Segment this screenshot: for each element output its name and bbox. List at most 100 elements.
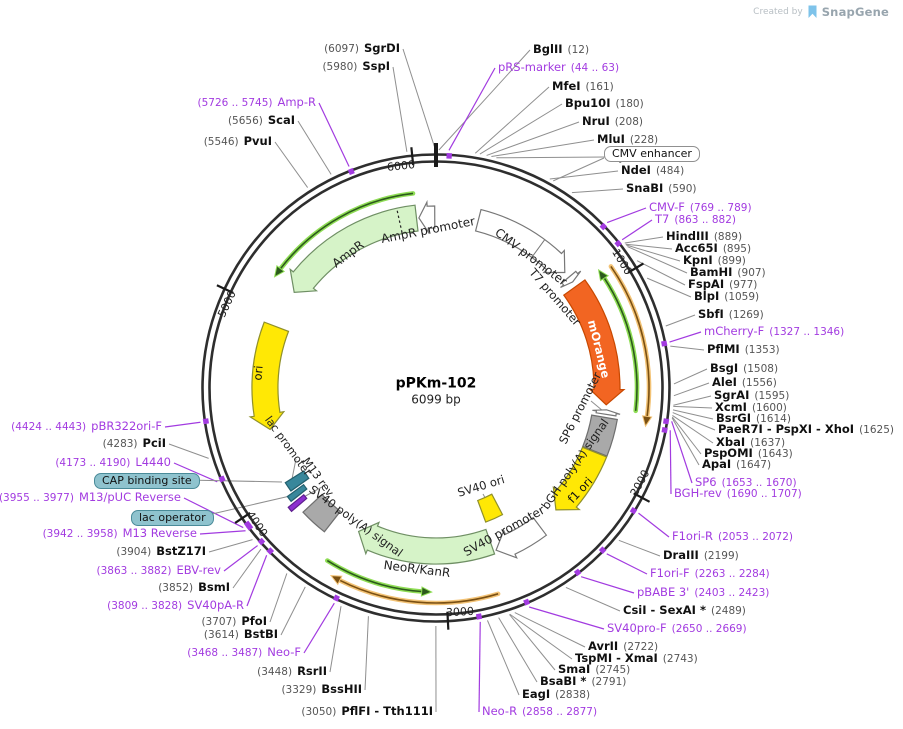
orf-arrowhead-0 — [597, 268, 610, 282]
connector-bamhi — [627, 246, 688, 274]
connector-bgh-rev — [669, 430, 672, 495]
feature-arc-bgh-polya — [582, 414, 618, 457]
feature-arc-cap-binding-bar — [284, 470, 310, 492]
primer-mark-sv40pro-f — [523, 598, 531, 606]
connector-smai — [509, 614, 556, 671]
connector-f1ori-r — [638, 512, 670, 538]
feature-arc-t7-promoter — [560, 270, 582, 289]
orf-arrowhead-3 — [329, 575, 343, 586]
connector-cmv-f — [606, 207, 647, 224]
connector-bsmi — [232, 548, 262, 589]
snapgene-flag-icon — [808, 5, 817, 18]
primer-mark-amp-r — [347, 167, 355, 176]
connector-f1ori-f — [606, 553, 648, 575]
connector-fspai — [636, 260, 686, 286]
primer-mark-ebv-rev — [257, 537, 266, 546]
primer-mark-mcherry-f — [661, 340, 668, 347]
primer-mark-t7 — [614, 239, 622, 248]
connector-bsgi — [673, 368, 708, 385]
connector-scai — [297, 120, 332, 175]
orf-arc-core-1 — [610, 265, 650, 417]
orf-arc-core-2 — [326, 559, 422, 593]
connector-xcmi — [673, 405, 713, 409]
tick-6000 — [410, 147, 415, 166]
feature-arc-ampr — [289, 204, 419, 294]
connector-bsabi — [498, 617, 538, 683]
connector-eagi — [486, 620, 520, 696]
connector-m13-puc-reverse — [183, 497, 244, 529]
connector-snabi — [571, 188, 624, 194]
connector-xbai — [672, 415, 714, 444]
connector-t7 — [621, 219, 653, 241]
connector-sgrdi — [402, 48, 436, 151]
connector-pspomi — [671, 416, 702, 455]
connector-hindiii — [624, 236, 664, 244]
connector-pfoi — [269, 573, 288, 623]
plasmid-length: 6099 bp — [411, 392, 461, 407]
tick-5000 — [216, 284, 234, 294]
created-by-text: Created by — [753, 7, 803, 17]
connector-pbabe-3 — [580, 576, 635, 594]
feature-arc-neor-kanr — [357, 521, 496, 565]
orf-arrowhead-1 — [641, 415, 653, 428]
primer-mark-neo-r — [475, 613, 483, 620]
connector-paer7i-pspxi-xhoi — [672, 412, 716, 431]
primer-mark-l4440 — [218, 475, 226, 483]
primer-mark-pbabe-3 — [573, 568, 582, 577]
primer-mark-m13-puc-reverse — [243, 520, 252, 529]
connector-bsshii — [364, 616, 369, 691]
feature-arc-sv40-promoter — [495, 516, 548, 559]
orf-arc-core-0 — [603, 277, 638, 411]
connector-apai — [671, 417, 700, 466]
plasmid-title-block: pPKm-102 6099 bp — [396, 376, 477, 407]
connector-tspmi-xmai — [509, 613, 573, 660]
primer-mark-bgh-rev — [661, 426, 668, 434]
feature-arc-m13-rev-bar — [287, 493, 308, 513]
feature-arc-ori — [248, 321, 290, 431]
primer-mark-neo-f — [332, 594, 340, 602]
connector-bpu10i — [479, 103, 563, 155]
connector-bstbi — [280, 586, 306, 636]
connector-kpni — [626, 244, 681, 262]
snapgene-credit: Created by SnapGene — [753, 5, 889, 19]
feature-arc-morange — [562, 279, 626, 406]
primer-mark-pbr322ori-f — [202, 418, 210, 425]
connector-sv40pro-f — [529, 606, 605, 630]
feature-divider-cmv-promoter — [531, 239, 546, 258]
connector-avrii — [514, 612, 586, 648]
feature-arc-cmv-promoter — [474, 208, 566, 274]
connector-cap-binding-site — [185, 479, 283, 483]
primer-mark-cmv-f — [599, 222, 608, 231]
orf-arc-core-3 — [339, 579, 499, 604]
connector-sspi — [392, 66, 408, 152]
connector-spei — [496, 156, 608, 159]
connector-mlui — [491, 139, 595, 158]
connector-m13-reverse — [199, 530, 246, 535]
orf-arrowhead-4 — [273, 265, 286, 278]
orf-arrowhead-2 — [420, 586, 433, 597]
connector-mcherry-f — [669, 331, 702, 343]
connector-bglii — [438, 49, 531, 151]
connector-amp-r — [318, 102, 350, 167]
feature-arc-f1-ori — [552, 446, 608, 511]
tick-3000 — [446, 611, 450, 630]
connector-mfei — [474, 86, 550, 154]
connector-sgrai — [673, 395, 712, 406]
aux-connector-3 — [590, 400, 604, 412]
connector-prs-marker — [448, 67, 496, 151]
connector-pbr322ori-f — [164, 421, 201, 428]
connector-pcii — [168, 443, 209, 459]
primer-mark-sv40pa-r — [266, 547, 275, 555]
connector-bsrgi — [672, 409, 714, 420]
connector-nrui — [486, 121, 580, 156]
connector-ebv-rev — [223, 545, 258, 572]
feature-arc-sp6-promoter — [592, 409, 621, 417]
feature-arc-ampr-promoter — [418, 199, 436, 235]
tick-2000 — [633, 492, 651, 503]
feature-arc-lac-operator-bar — [286, 483, 308, 503]
connector-neo-r — [478, 621, 481, 713]
connector-blpi — [646, 277, 692, 298]
plasmid-name: pPKm-102 — [395, 375, 477, 392]
